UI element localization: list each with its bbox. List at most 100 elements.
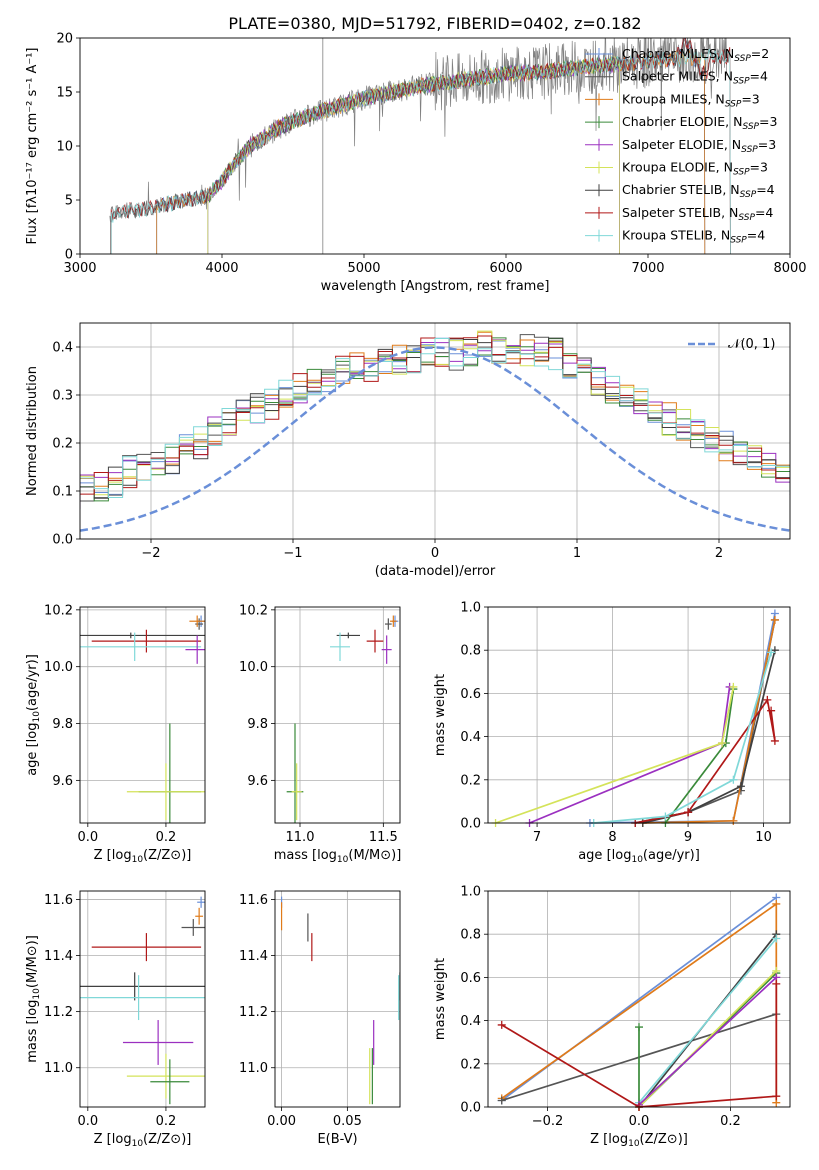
x-tick-label: 3000: [63, 261, 96, 276]
y-tick-label: 9.6: [52, 774, 73, 789]
series-line-salpeter-stelib: [501, 983, 778, 1108]
axes-spectrum: 3000 4000 5000 6000 7000 8000 0 5 10 15 20: [56, 32, 806, 277]
y-tick-label: 1.0: [460, 601, 481, 616]
legend-label: Kroupa MILES, NSSP=3: [622, 91, 760, 109]
y-tick-label: 10.0: [239, 660, 268, 675]
x-tick-label: −0.2: [532, 1114, 564, 1129]
x-tick-label: 7000: [631, 261, 664, 276]
x-tick-label: 0.00: [267, 1114, 296, 1129]
gaussian-legend-label: 𝒩(0, 1): [728, 337, 775, 352]
errorbars-mass-ebv: [280, 896, 400, 1105]
x-tick-label: 0.0: [77, 830, 98, 845]
x-tick-label: 0.05: [333, 1114, 362, 1129]
y-axis-label: mass weight: [433, 958, 448, 1040]
y-axis-label: mass weight: [433, 674, 448, 756]
plus-marker: [772, 1092, 781, 1101]
y-tick-label: 11.4: [239, 949, 268, 964]
legend-label: Salpeter ELODIE, NSSP=3: [622, 137, 776, 155]
lines-mw-Z: [497, 893, 781, 1111]
series-line-salpeter-elodie: [638, 976, 777, 1106]
legend-label: Salpeter STELIB, NSSP=4: [622, 205, 773, 223]
plus-marker: [770, 736, 779, 745]
x-tick-label: 0.2: [720, 1114, 741, 1129]
y-tick-label: 11.2: [239, 1005, 268, 1020]
y-tick-label: 10.2: [44, 603, 73, 618]
axes-mass-ebv: 0.00 0.05 11.0 11.2 11.4 11.6: [239, 891, 400, 1129]
series-line-chabrier-elodie: [664, 688, 735, 824]
x-tick-label: 2: [715, 546, 723, 561]
y-tick-label: 0.2: [460, 1057, 481, 1072]
plus-marker: [772, 979, 781, 988]
histogram-chabrier-stelib: [80, 337, 790, 499]
gaussian-curve: [80, 346, 790, 532]
y-tick-label: 0.8: [460, 644, 481, 659]
x-tick-label: 0.2: [156, 830, 177, 845]
y-tick-label: 0.0: [460, 817, 481, 832]
x-tick-label: 0: [431, 546, 439, 561]
axes-age-Z: 0.0 0.2 9.6 9.8 10.0 10.2: [44, 603, 205, 845]
plots-layer: 3000 4000 5000 6000 7000 800005101520waveleng…: [25, 32, 807, 1150]
frame-mw-Z: [487, 890, 791, 1108]
plus-marker: [767, 648, 776, 657]
x-axis-label: Z [log10(Z/Z⊙)]: [94, 1132, 192, 1149]
plus-marker: [497, 1020, 506, 1029]
x-axis-label: Z [log10(Z/Z⊙)]: [94, 848, 192, 865]
histogram-chabrier-miles: [80, 337, 790, 495]
errorbars-age-mass: [286, 615, 399, 823]
x-tick-label: 8000: [773, 261, 806, 276]
y-tick-label: 10.2: [239, 603, 268, 618]
axes-mw-age: 7 8 9 10 0.0 0.2 0.4 0.6 0.8 1.0: [460, 601, 790, 845]
legend-label: Chabrier STELIB, NSSP=4: [622, 182, 775, 200]
y-tick-label: 9.8: [247, 717, 268, 732]
histogram-kroupa-elodie: [80, 330, 790, 496]
x-tick-label: 8: [608, 830, 616, 845]
model-line-kroupa-stelib: [110, 48, 731, 254]
y-tick-label: 0.6: [460, 971, 481, 986]
errorbars-mass-Z: [80, 896, 205, 1105]
y-tick-label: 0.0: [460, 1101, 481, 1116]
model-line-salpeter-miles: [156, 38, 706, 254]
x-tick-label: 11.5: [369, 830, 398, 845]
frame-mass-ebv: [274, 890, 401, 1108]
y-tick-label: 0.4: [460, 730, 481, 745]
y-tick-label: 0.4: [460, 1014, 481, 1029]
frame-age-Z: [79, 606, 206, 824]
figure-title: PLATE=0380, MJD=51792, FIBERID=0402, z=0…: [228, 14, 641, 33]
histogram-layer: [80, 330, 790, 532]
frame-mw-age: [487, 606, 791, 824]
plus-marker: [635, 1023, 643, 1032]
model-line-kroupa-elodie: [207, 56, 620, 254]
legend-label: Salpeter MILES, NSSP=4: [622, 69, 768, 87]
series-line-chabrier-miles: [589, 613, 776, 824]
frame-spectrum: [79, 37, 791, 255]
x-axis-label: age [log10(age/yr)]: [578, 848, 700, 865]
x-tick-label: 11.0: [286, 830, 315, 845]
y-tick-label: 10.0: [44, 660, 73, 675]
x-axis-label: wavelength [Angstrom, rest frame]: [321, 279, 550, 294]
axes-age-mass: 11.0 11.5 9.6 9.8 10.0 10.2: [239, 603, 400, 845]
y-tick-label: 9.8: [52, 717, 73, 732]
plus-marker: [772, 899, 781, 908]
series-line-kroupa-stelib: [593, 652, 772, 824]
plus-marker: [729, 682, 738, 691]
y-tick-label: 11.4: [44, 949, 73, 964]
plus-marker: [763, 695, 772, 704]
frame-age-mass: [274, 606, 401, 824]
y-tick-label: 0.4: [52, 341, 73, 356]
plus-marker: [736, 782, 745, 791]
histogram-kroupa-stelib: [80, 338, 790, 498]
y-axis-label: Flux [fλ10⁻¹⁷ erg cm⁻² s⁻¹ A⁻¹]: [25, 48, 40, 245]
y-tick-label: 11.6: [239, 893, 268, 908]
y-tick-label: 0.2: [460, 773, 481, 788]
y-tick-label: 1.0: [460, 885, 481, 900]
legend-label: Chabrier MILES, NSSP=2: [622, 46, 769, 64]
y-tick-label: 5: [65, 194, 73, 209]
series-line-kroupa-elodie: [495, 686, 735, 824]
x-axis-label: mass [log10(M/M⊙)]: [274, 848, 402, 865]
spectrum-legend: Chabrier MILES, NSSP=2 Salpeter MILES, NS…: [585, 46, 777, 246]
plus-marker: [497, 1096, 506, 1105]
y-tick-label: 15: [56, 86, 73, 101]
histogram-kroupa-miles: [80, 331, 790, 492]
plus-marker: [770, 615, 779, 624]
